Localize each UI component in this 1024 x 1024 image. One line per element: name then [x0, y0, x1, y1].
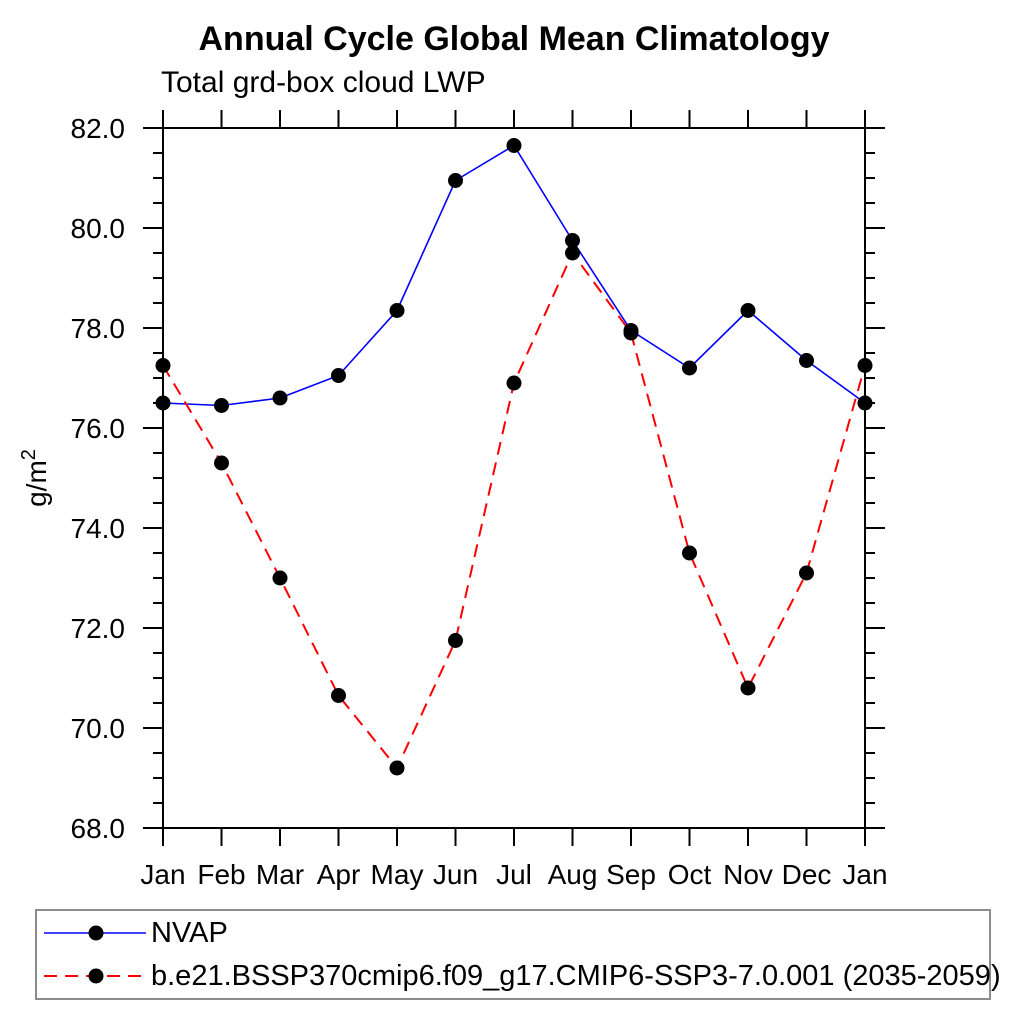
x-tick-label: Apr — [317, 859, 361, 890]
series-0-marker — [740, 303, 756, 318]
series-1-marker — [565, 245, 580, 261]
series-0-marker — [799, 353, 814, 368]
legend-line-sample-dashed — [44, 968, 146, 984]
y-tick-label: 78.0 — [71, 313, 126, 344]
series-1-marker — [857, 358, 873, 373]
series-0-marker — [389, 303, 405, 318]
legend-entry-model: b.e21.BSSP370cmip6.f09_g17.CMIP6-SSP3-7.… — [42, 956, 1001, 997]
chart-title: Annual Cycle Global Mean Climatology — [198, 20, 830, 58]
series-1-marker — [272, 570, 288, 586]
plot-frame — [162, 127, 866, 829]
series-1-marker — [740, 680, 756, 696]
legend-marker-icon — [88, 925, 104, 941]
x-tick-label: Jul — [496, 859, 532, 890]
series-0-marker — [857, 395, 873, 411]
series-line-1 — [162, 251, 866, 770]
series-0-marker — [155, 395, 171, 411]
series-line-0 — [162, 144, 866, 407]
y-tick-label: 76.0 — [71, 413, 126, 444]
x-tick-label: Feb — [197, 859, 245, 890]
legend-entry-nvap: NVAP — [42, 913, 989, 954]
y-tick-label: 80.0 — [71, 213, 126, 244]
legend-line-sample-solid — [44, 925, 146, 941]
y-tick-label: 70.0 — [71, 713, 126, 744]
x-tick-label: Sep — [606, 859, 656, 890]
series-0-marker — [448, 173, 463, 188]
series-1-marker — [799, 565, 814, 581]
x-tick-label: Aug — [548, 859, 598, 890]
series-1-marker — [331, 688, 346, 703]
series-0-marker — [214, 398, 229, 413]
y-tick-label: 68.0 — [71, 813, 126, 844]
series-1-marker — [682, 545, 697, 561]
series-0-marker — [682, 360, 697, 376]
series-0-marker — [565, 233, 580, 248]
x-tick-label: Dec — [782, 859, 832, 890]
legend: NVAP b.e21.BSSP370cmip6.f09_g17.CMIP6-SS… — [35, 909, 1001, 1000]
chart-subtitle: Total grd-box cloud LWP — [161, 66, 486, 99]
series-0-marker — [272, 390, 288, 406]
y-tick-label: 82.0 — [71, 113, 126, 144]
series-1-marker — [389, 760, 405, 776]
series-0-marker — [331, 368, 346, 383]
x-tick-label: Nov — [723, 859, 773, 890]
x-tick-label: Jan — [842, 859, 887, 890]
series-1-marker — [506, 375, 522, 391]
legend-marker-icon — [88, 968, 104, 984]
legend-label-nvap: NVAP — [151, 916, 228, 949]
series-1-marker — [448, 633, 463, 648]
y-tick-label: 72.0 — [71, 613, 126, 644]
series-1-marker — [214, 455, 229, 471]
legend-label-model: b.e21.BSSP370cmip6.f09_g17.CMIP6-SSP3-7.… — [151, 959, 1001, 992]
y-axis-title: g/m2 — [18, 449, 52, 507]
x-tick-label: Jun — [433, 859, 478, 890]
x-tick-label: May — [371, 859, 424, 890]
x-tick-label: Mar — [256, 859, 304, 890]
y-tick-label: 74.0 — [71, 513, 126, 544]
series-1-marker — [155, 358, 171, 373]
series-1-marker — [623, 325, 639, 341]
series-0-marker — [506, 138, 522, 153]
x-tick-label: Jan — [140, 859, 185, 890]
x-tick-label: Oct — [668, 859, 712, 890]
